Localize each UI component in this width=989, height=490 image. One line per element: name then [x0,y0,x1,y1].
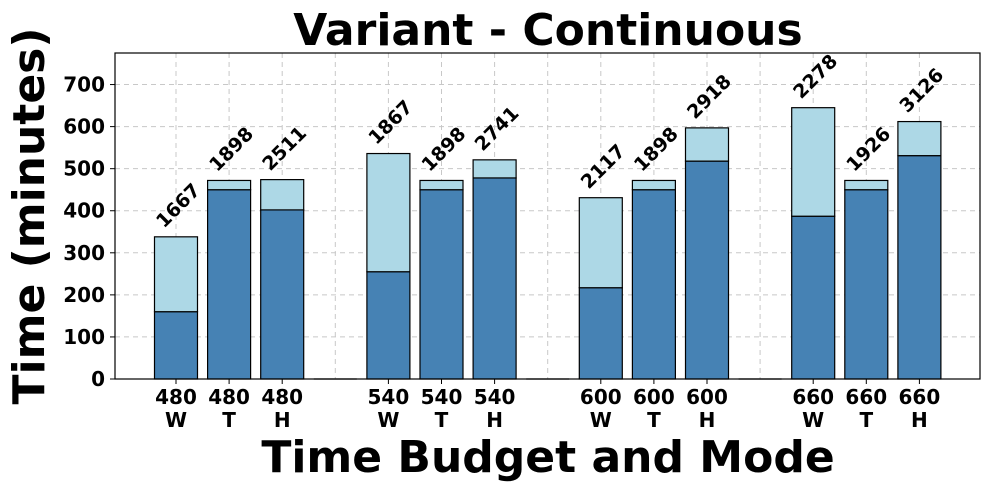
bar-segment-top [684,127,730,162]
x-tick-label-mode: T [647,408,661,432]
bar-segment-bottom [791,215,836,380]
bar-segment-top [366,152,411,273]
data-label: 1898 [417,123,470,176]
chart-title: Variant - Continuous [293,5,802,56]
x-tick-label-budget: 600 [633,385,675,409]
x-tick-label-budget: 480 [155,385,197,409]
data-label: 2511 [258,122,311,175]
data-label: 2278 [789,50,842,103]
y-tick-label: 600 [63,115,105,139]
bar-segment-bottom [472,177,517,380]
bar-segment-top [207,179,252,191]
y-tick-label: 200 [63,283,105,307]
x-tick-label-budget: 600 [580,385,622,409]
x-tick-label-mode: H [699,408,716,432]
bar-segment-bottom [631,189,677,380]
bar-segment-top [631,179,677,191]
data-label: 2117 [577,140,630,193]
x-tick-label-mode: W [802,408,824,432]
bar-segment-bottom [419,189,464,380]
bar-segment-top [153,236,199,313]
bar-segment-top [472,159,517,179]
x-tick-label-budget: 480 [208,385,250,409]
x-axis-label: Time Budget and Mode [261,432,834,483]
bar-segment-bottom [897,155,942,380]
data-label: 1898 [205,123,258,176]
x-tick-label-budget: 540 [474,385,516,409]
plot-frame [114,52,981,380]
bar-segment-bottom [153,311,199,380]
data-label: 2741 [471,102,524,155]
y-tick-label: 300 [63,241,105,265]
bar-segment-top [844,179,889,191]
bar-segment-bottom [844,189,889,380]
bar-segment-bottom [366,271,411,380]
data-label: 1667 [152,179,205,232]
bar-segment-bottom [207,189,252,380]
bar-segment-bottom [684,160,730,380]
y-tick-label: 0 [91,367,105,391]
y-tick-label: 500 [63,157,105,181]
y-tick-label: 700 [63,73,105,97]
data-label: 1898 [630,123,683,176]
y-tick-label: 400 [63,199,105,223]
bar-segment-top [578,197,623,289]
x-tick-label-budget: 660 [792,385,834,409]
bar-segment-top [897,120,942,157]
data-label: 3126 [895,64,948,117]
x-tick-label-mode: T [435,408,449,432]
x-tick-label-mode: H [911,408,928,432]
x-tick-label-mode: T [859,408,873,432]
bar-segment-bottom [260,209,305,380]
data-label: 1867 [364,96,417,149]
x-tick-label-budget: 600 [686,385,728,409]
x-tick-label-budget: 660 [845,385,887,409]
x-tick-label-budget: 660 [899,385,941,409]
x-tick-label-budget: 480 [261,385,303,409]
x-tick-label-mode: W [590,408,612,432]
bar-segment-bottom [578,287,623,380]
x-tick-label-budget: 540 [421,385,463,409]
x-tick-label-mode: H [274,408,291,432]
x-tick-label-mode: T [222,408,236,432]
y-tick-label: 100 [63,325,105,349]
data-label: 1926 [842,123,895,176]
data-label: 2918 [683,70,736,123]
x-tick-label-mode: H [486,408,503,432]
y-axis-label: Time (minutes) [4,28,55,405]
x-tick-label-budget: 540 [368,385,410,409]
bar-segment-top [419,179,464,191]
plot-area: 01002003004005006007001667480W1898480T25… [63,50,981,432]
bar-segment-top [791,107,836,217]
x-tick-label-mode: W [165,408,187,432]
bar-segment-top [260,179,305,211]
x-tick-label-mode: W [377,408,399,432]
